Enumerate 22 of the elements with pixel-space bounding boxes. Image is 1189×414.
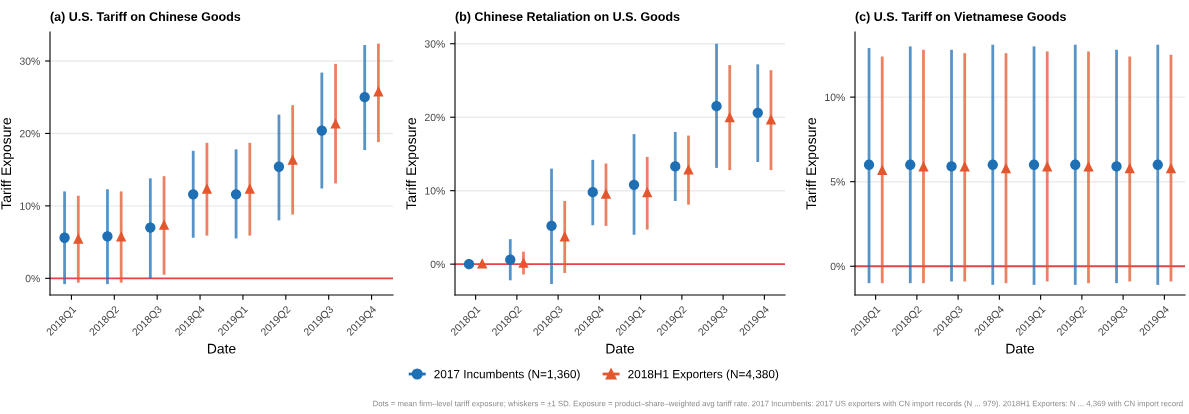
y-tick-label: 30% bbox=[424, 40, 445, 48]
y-tick-label: 20% bbox=[19, 129, 40, 138]
y-axis-title: Tariff Exposure bbox=[0, 117, 14, 210]
y-tick-label: 10% bbox=[425, 187, 445, 195]
x-axis-title: Date bbox=[1006, 343, 1035, 354]
y-tick-label: 0% bbox=[25, 274, 40, 283]
chart-title: (a) U.S. Tariff on Chinese Goods bbox=[50, 11, 241, 24]
legend-label: 2018H1 Exporters (N=4,380) bbox=[628, 369, 779, 381]
y-axis-title: Tariff Exposure bbox=[805, 117, 819, 210]
y-tick-label: 10% bbox=[20, 202, 40, 210]
y-tick-label: 10% bbox=[825, 93, 845, 101]
y-tick-label: 0% bbox=[830, 262, 845, 271]
y-tick-label: 20% bbox=[424, 113, 445, 122]
x-axis-title: Date bbox=[207, 343, 236, 354]
y-tick-label: 5% bbox=[830, 178, 845, 186]
y-axis-title: Tariff Exposure bbox=[405, 117, 419, 210]
x-axis-title: Date bbox=[606, 343, 635, 354]
y-tick-label: 30% bbox=[19, 57, 40, 65]
chart-title: (c) U.S. Tariff on Vietnamese Goods bbox=[855, 11, 1066, 24]
legend-label: 2017 Incumbents (N=1,360) bbox=[434, 369, 580, 381]
y-tick-label: 0% bbox=[430, 260, 445, 269]
chart-title: (b) Chinese Retaliation on U.S. Goods bbox=[455, 11, 680, 24]
